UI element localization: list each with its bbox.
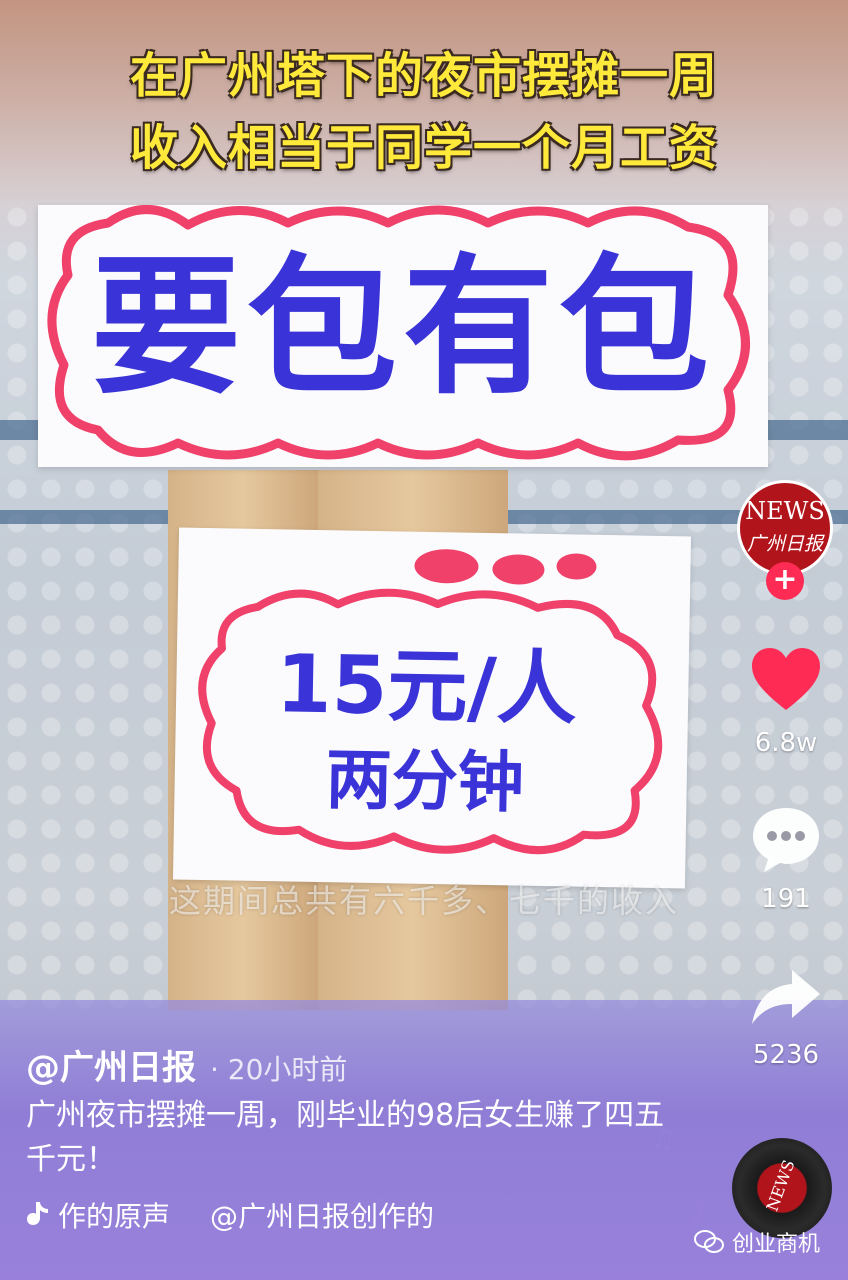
- sign-top: 要包有包: [38, 205, 768, 467]
- author-avatar[interactable]: NEWS 广州日报: [737, 480, 833, 576]
- watermark-label: 创业商机: [732, 1232, 821, 1257]
- music-author: @广州日报创作的: [210, 1200, 435, 1233]
- cloud-outline: [47, 205, 750, 461]
- wechat-icon: [694, 1230, 724, 1253]
- sign-duration-text: 两分钟: [325, 741, 525, 822]
- avatar-news-text: NEWS: [745, 497, 825, 525]
- headline-line-1: 在广州塔下的夜市摆摊一周: [129, 48, 718, 104]
- video-subtitle: 这期间总共有六千多、七千的收入: [168, 882, 679, 920]
- comment-icon[interactable]: [750, 804, 822, 874]
- heart-icon[interactable]: [750, 646, 822, 712]
- share-icon[interactable]: [750, 966, 822, 1026]
- disc-label: NEWS: [762, 1157, 799, 1214]
- bottom-overlay: [0, 1000, 848, 1280]
- sign-top-text: 要包有包: [90, 241, 715, 415]
- share-count: 5236: [752, 1040, 820, 1070]
- author-handle[interactable]: @广州日报: [26, 1048, 196, 1088]
- headline-line-2: 收入相当于同学一个月工资: [129, 120, 718, 176]
- follow-button[interactable]: +: [766, 562, 804, 600]
- comment-count: 191: [761, 884, 811, 914]
- watermark: 创业商机: [694, 1226, 820, 1258]
- sign-bottom: 15元/人 两分钟: [172, 527, 692, 889]
- music-title: 作的原声: [58, 1200, 171, 1233]
- music-note-icon: [27, 1202, 48, 1225]
- post-caption[interactable]: 广州夜市摆摊一周，刚毕业的98后女生赚了四五千元！: [26, 1098, 665, 1177]
- author-name[interactable]: @广州日报 · 20小时前: [26, 1040, 347, 1089]
- headline-banner: [0, 0, 848, 200]
- like-count: 6.8w: [754, 728, 818, 758]
- sign-price-text: 15元/人: [275, 637, 578, 736]
- music-bar[interactable]: 作的原声 @广州日报创作的: [26, 1195, 434, 1235]
- music-disc[interactable]: NEWS: [732, 1138, 832, 1238]
- post-time: · 20小时前: [210, 1053, 348, 1086]
- avatar-brand-text: 广州日报: [746, 533, 823, 555]
- cloud-outline: [198, 549, 663, 855]
